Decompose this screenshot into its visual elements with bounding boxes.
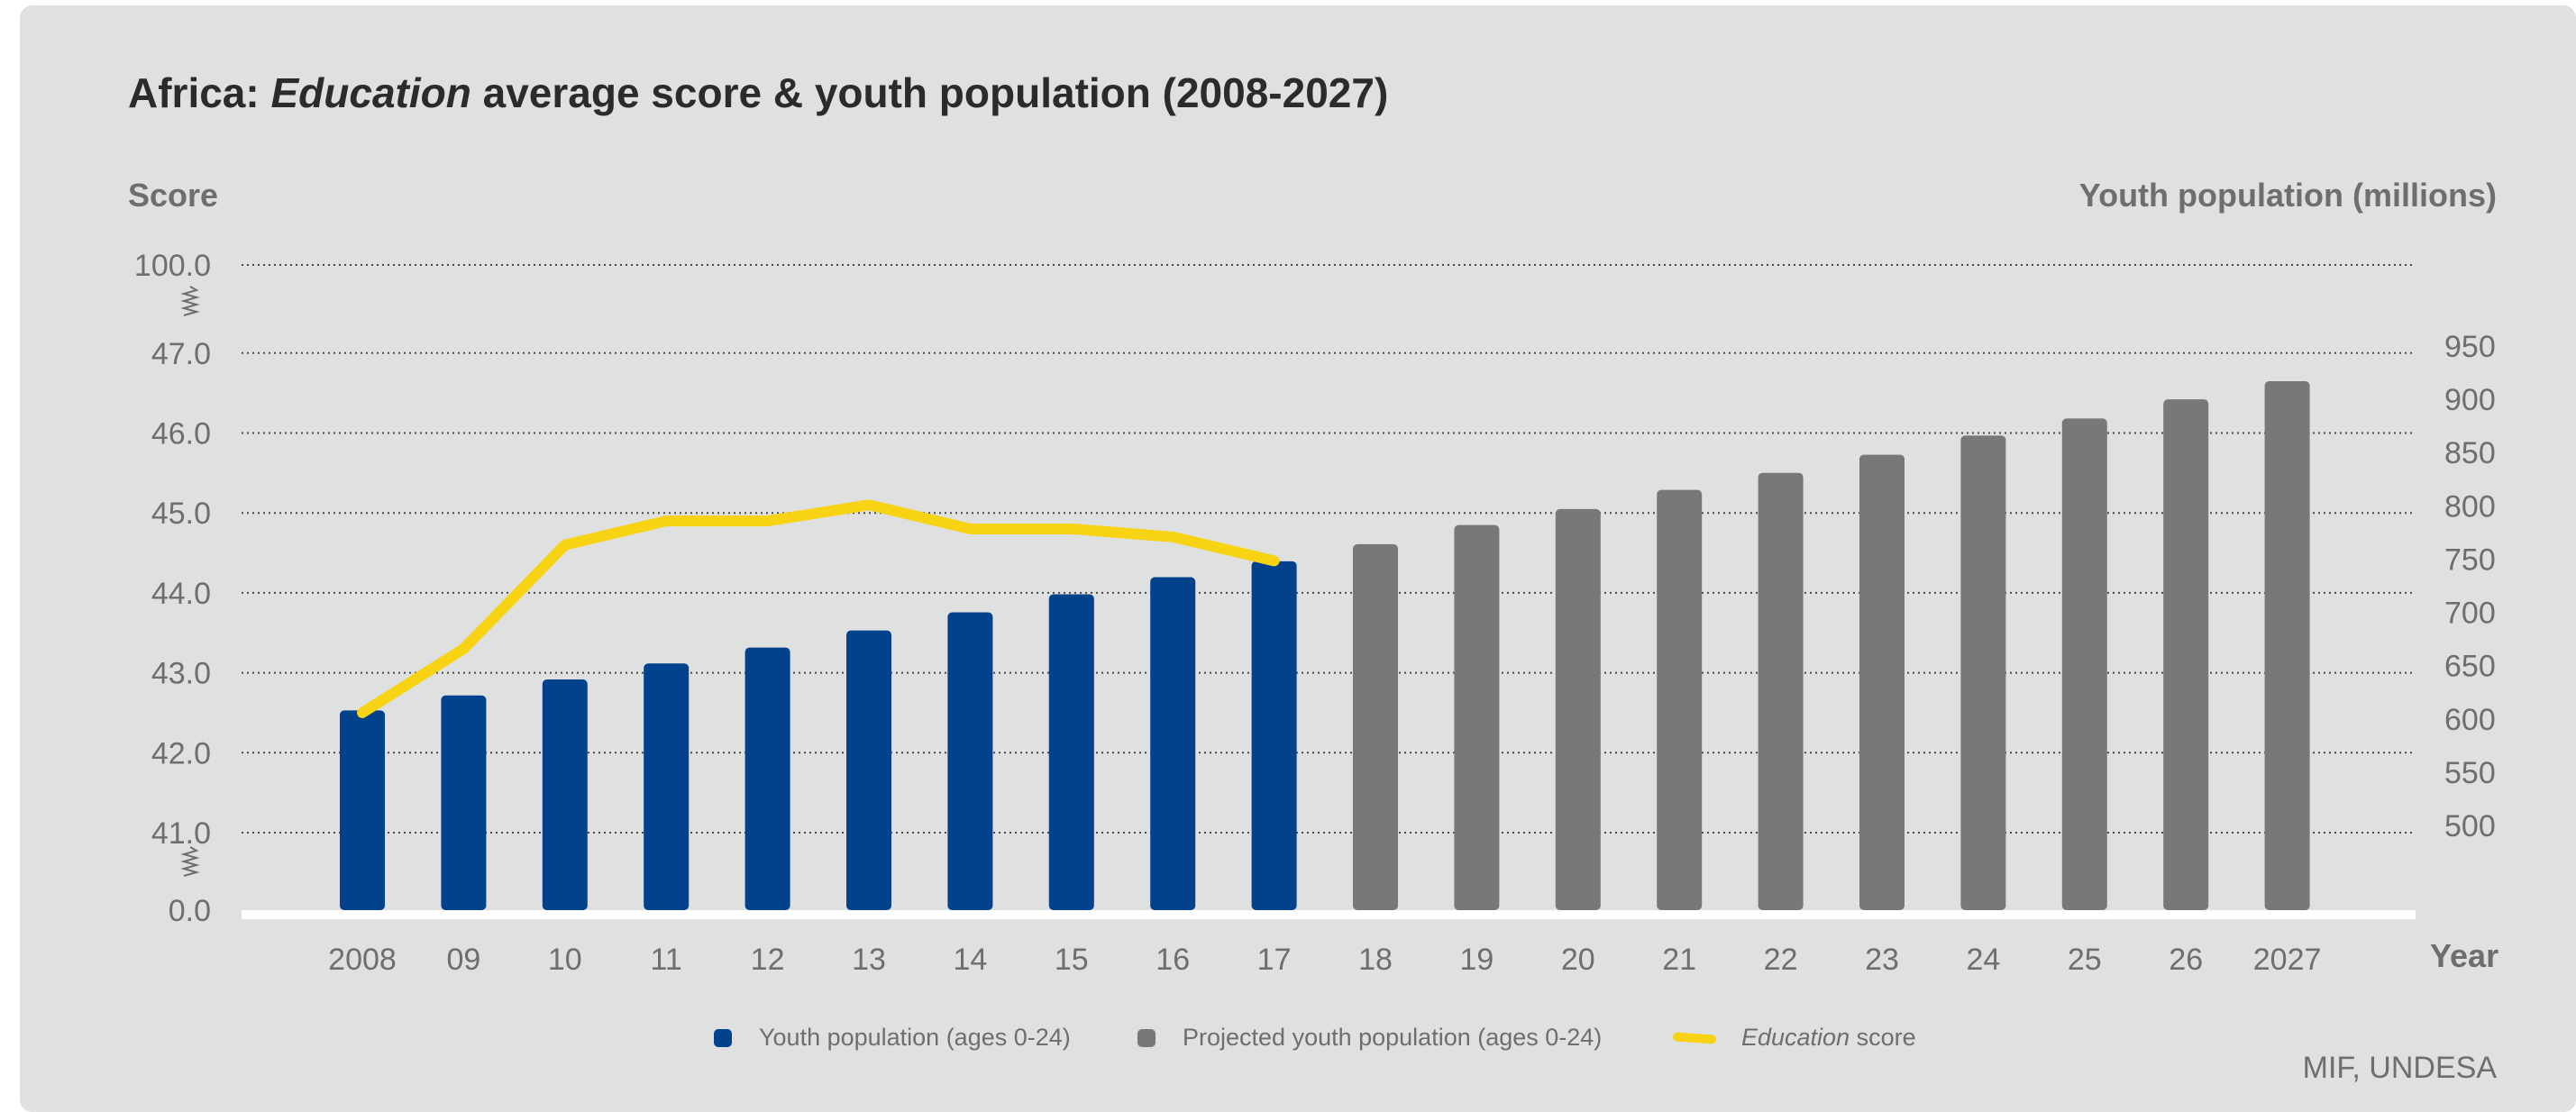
- x-tick-label: 20: [1561, 943, 1595, 977]
- x-axis-title: Year: [2430, 937, 2499, 974]
- x-tick-label: 16: [1156, 943, 1190, 977]
- left-tick-label: 45.0: [151, 497, 211, 531]
- projected-bar: [1353, 543, 1398, 910]
- right-tick-label: 600: [2444, 703, 2496, 737]
- x-tick-label: 11: [651, 943, 682, 977]
- right-tick-label: 850: [2444, 436, 2496, 470]
- youth-bar: [846, 630, 891, 910]
- legend-youth-swatch: [714, 1028, 732, 1047]
- youth-bar: [1251, 561, 1297, 910]
- axis-break-marks: [180, 286, 200, 877]
- legend-youth-label: Youth population (ages 0-24): [759, 1024, 1071, 1051]
- legend-youth: Youth population (ages 0-24): [714, 1024, 1071, 1052]
- legend-score-swatch: [1672, 1031, 1717, 1044]
- right-tick-label: 950: [2444, 330, 2496, 364]
- x-tick-label: 19: [1459, 943, 1494, 977]
- right-tick-label: 800: [2444, 489, 2496, 524]
- projected-bar: [1960, 435, 2006, 910]
- x-tick-label: 09: [446, 943, 480, 977]
- x-tick-label: 26: [2169, 943, 2203, 977]
- education-score-line: [357, 499, 1280, 718]
- bars: [340, 381, 2310, 911]
- projected-bar: [1859, 454, 1905, 910]
- x-axis-ticks: 2008 09 10 11 12 13 14 15 16 17 18 19 20 21 22 23 24 25 26…: [328, 943, 2321, 977]
- left-tick-label: 100.0: [134, 249, 211, 283]
- legend-projected: Projected youth population (ages 0-24): [1137, 1024, 1602, 1052]
- right-tick-label: 700: [2444, 597, 2496, 631]
- x-tick-label: 10: [548, 943, 582, 977]
- youth-bar: [744, 647, 790, 910]
- left-tick-label: 47.0: [151, 337, 211, 371]
- projected-bar: [2163, 399, 2209, 910]
- youth-bar: [947, 612, 993, 910]
- x-tick-label: 22: [1764, 943, 1798, 977]
- x-tick-label: 12: [751, 943, 785, 977]
- right-axis-title: Youth population (millions): [2078, 177, 2497, 214]
- x-tick-label: 2008: [328, 943, 397, 977]
- x-tick-label: 25: [2068, 943, 2102, 977]
- chart-panel: [20, 5, 2576, 1112]
- left-tick-label: 0.0: [169, 894, 211, 928]
- x-tick-label: 2027: [2253, 943, 2322, 977]
- projected-bar: [1454, 524, 1500, 910]
- youth-bar: [340, 710, 385, 910]
- education-score-polyline: [357, 499, 1280, 718]
- youth-bar: [542, 679, 588, 910]
- right-axis-ticks: 500 550 600 650 700 750 800 850 900 950: [2444, 330, 2496, 843]
- youth-bar: [644, 663, 690, 910]
- source-note: MIF, UNDESA: [2302, 1051, 2497, 1085]
- left-tick-label: 41.0: [151, 816, 211, 851]
- youth-bar: [441, 695, 487, 910]
- left-tick-label: 43.0: [151, 657, 211, 691]
- x-tick-label: 24: [1966, 943, 2000, 977]
- projected-bar: [2061, 418, 2107, 910]
- right-tick-label: 550: [2444, 756, 2496, 790]
- left-tick-label: 44.0: [151, 577, 211, 611]
- gridlines: [242, 264, 2416, 834]
- right-tick-label: 500: [2444, 809, 2496, 843]
- left-axis-title: Score: [128, 177, 219, 214]
- chart-title: Africa: Education average score & youth …: [128, 69, 1389, 116]
- youth-bar: [1048, 594, 1094, 910]
- x-tick-label: 17: [1257, 943, 1292, 977]
- projected-bar: [1657, 489, 1703, 910]
- projected-bar: [1758, 472, 1804, 910]
- left-tick-label: 42.0: [151, 736, 211, 770]
- right-tick-label: 650: [2444, 650, 2496, 684]
- legend-projected-swatch: [1137, 1028, 1156, 1047]
- youth-bar: [1150, 577, 1196, 910]
- right-tick-label: 750: [2444, 542, 2496, 577]
- x-tick-label: 15: [1055, 943, 1089, 977]
- right-tick-label: 900: [2444, 383, 2496, 417]
- x-tick-label: 14: [953, 943, 987, 977]
- axis-break-mark: [180, 286, 200, 316]
- legend-score-label: Education score: [1741, 1024, 1916, 1051]
- x-tick-label: 21: [1662, 943, 1696, 977]
- axis-break-mark: [180, 846, 200, 877]
- left-tick-label: 46.0: [151, 417, 211, 451]
- x-axis-baseline: [242, 910, 2416, 919]
- legend-projected-label: Projected youth population (ages 0-24): [1183, 1024, 1603, 1051]
- projected-bar: [2264, 381, 2310, 911]
- projected-bar: [1555, 508, 1601, 910]
- x-tick-label: 13: [852, 943, 886, 977]
- legend-score: Education score: [1672, 1024, 1916, 1052]
- x-tick-label: 18: [1358, 943, 1393, 977]
- left-axis-ticks: 0.0 41.0 42.0 43.0 44.0 45.0 46.0 47.0 100.0: [134, 249, 211, 928]
- x-tick-label: 23: [1865, 943, 1899, 977]
